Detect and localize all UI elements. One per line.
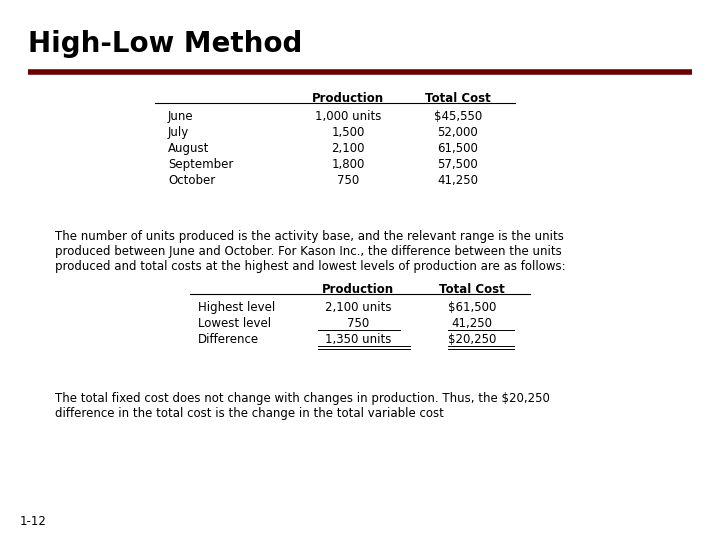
Text: 1,000 units: 1,000 units: [315, 110, 381, 123]
Text: 61,500: 61,500: [438, 142, 478, 155]
Text: 41,250: 41,250: [451, 317, 492, 330]
Text: Lowest level: Lowest level: [198, 317, 271, 330]
Text: The number of units produced is the activity base, and the relevant range is the: The number of units produced is the acti…: [55, 230, 564, 243]
Text: September: September: [168, 158, 233, 171]
Text: 2,100 units: 2,100 units: [325, 301, 391, 314]
Text: High-Low Method: High-Low Method: [28, 30, 302, 58]
Text: The total fixed cost does not change with changes in production. Thus, the $20,2: The total fixed cost does not change wit…: [55, 392, 550, 405]
Text: Total Cost: Total Cost: [425, 92, 491, 105]
Text: $20,250: $20,250: [448, 333, 496, 346]
Text: 1,350 units: 1,350 units: [325, 333, 391, 346]
Text: June: June: [168, 110, 194, 123]
Text: 2,100: 2,100: [331, 142, 365, 155]
Text: Production: Production: [312, 92, 384, 105]
Text: Total Cost: Total Cost: [439, 283, 505, 296]
Text: $61,500: $61,500: [448, 301, 496, 314]
Text: Production: Production: [322, 283, 394, 296]
Text: produced between June and October. For Kason Inc., the difference between the un: produced between June and October. For K…: [55, 245, 562, 258]
Text: 1,500: 1,500: [331, 126, 365, 139]
Text: October: October: [168, 174, 215, 187]
Text: 57,500: 57,500: [438, 158, 478, 171]
Text: August: August: [168, 142, 210, 155]
Text: produced and total costs at the highest and lowest levels of production are as f: produced and total costs at the highest …: [55, 260, 566, 273]
Text: 41,250: 41,250: [438, 174, 479, 187]
Text: difference in the total cost is the change in the total variable cost: difference in the total cost is the chan…: [55, 407, 444, 420]
Text: July: July: [168, 126, 189, 139]
Text: 1-12: 1-12: [20, 515, 47, 528]
Text: 750: 750: [337, 174, 359, 187]
Text: Highest level: Highest level: [198, 301, 275, 314]
Text: 750: 750: [347, 317, 369, 330]
Text: 52,000: 52,000: [438, 126, 478, 139]
Text: $45,550: $45,550: [434, 110, 482, 123]
Text: Difference: Difference: [198, 333, 259, 346]
Text: 1,800: 1,800: [331, 158, 365, 171]
